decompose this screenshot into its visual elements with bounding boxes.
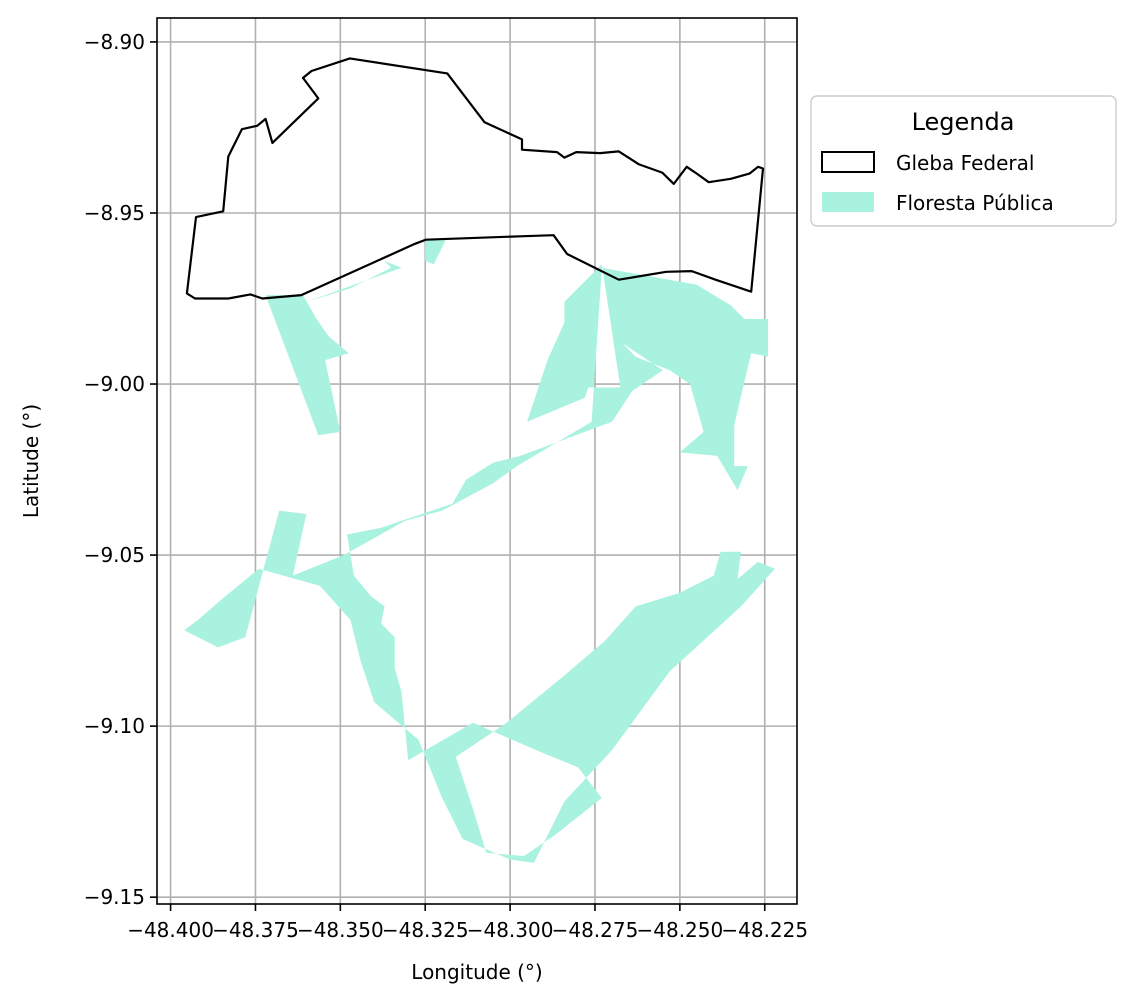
y-tick-label: −9.00 [84,372,145,396]
forest-area-layer [184,240,775,863]
legend-label-forest: Floresta Pública [896,191,1054,215]
y-axis-label: Latitude (°) [19,404,43,518]
legend-swatch-forest [822,192,874,212]
legend-box [810,95,1117,227]
x-tick-label: −48.250 [636,918,723,942]
legend-label-gleba: Gleba Federal [896,151,1034,175]
x-tick-label: −48.400 [127,918,214,942]
y-tick-label: −9.15 [84,885,145,909]
legend: Legenda Gleba Federal Floresta Pública [810,95,1117,227]
y-tick-label: −8.90 [84,30,145,54]
x-tick-label: −48.300 [467,918,554,942]
x-tick-label: −48.225 [721,918,808,942]
plot-frame [156,17,798,905]
legend-title: Legenda [912,108,1015,136]
x-axis-ticks: −48.400−48.375−48.350−48.325−48.300−48.2… [127,904,808,942]
x-tick-label: −48.350 [297,918,384,942]
y-tick-label: −9.05 [84,543,145,567]
gleba-outline-layer [185,57,765,300]
x-axis-label: Longitude (°) [411,960,542,984]
grid [157,18,797,904]
legend-swatch-gleba [821,151,875,173]
x-tick-label: −48.275 [552,918,639,942]
y-tick-label: −8.95 [84,201,145,225]
gleba-outline [185,57,765,300]
x-tick-label: −48.325 [382,918,469,942]
forest-area [184,240,775,863]
x-tick-label: −48.375 [212,918,299,942]
y-axis-ticks: −8.90 −8.95 −9.00 −9.05 −9.10 −9.15 [84,30,157,909]
y-tick-label: −9.10 [84,714,145,738]
